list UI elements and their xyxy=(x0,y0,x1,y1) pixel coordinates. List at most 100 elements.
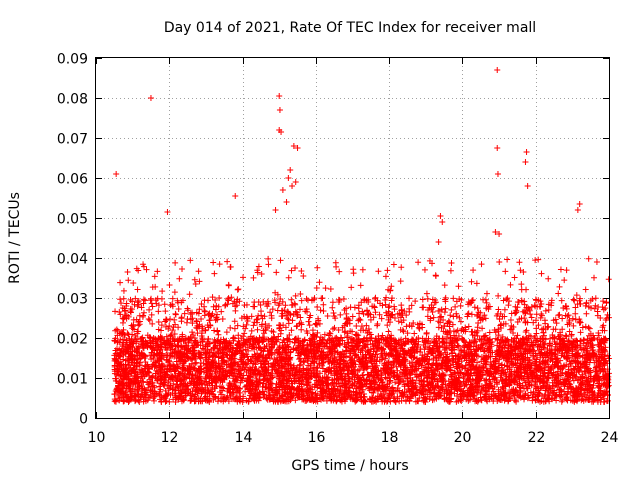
data-point xyxy=(572,304,579,311)
data-point xyxy=(193,359,200,366)
y-tick-label: 0.09 xyxy=(57,52,88,68)
data-point xyxy=(442,305,449,312)
data-point xyxy=(528,314,535,321)
data-point xyxy=(121,398,128,405)
data-point xyxy=(406,305,413,312)
data-point xyxy=(261,392,268,399)
data-point xyxy=(176,275,183,282)
data-point xyxy=(195,268,202,275)
data-point xyxy=(117,296,124,303)
data-point xyxy=(445,318,452,325)
data-point xyxy=(138,394,145,401)
data-point xyxy=(151,273,158,280)
data-point xyxy=(206,380,213,387)
data-point xyxy=(429,309,436,316)
data-point xyxy=(329,299,336,306)
data-point xyxy=(136,321,143,328)
data-point xyxy=(263,395,270,402)
data-point xyxy=(316,370,323,377)
data-point xyxy=(474,313,481,320)
data-point xyxy=(248,343,255,350)
data-point xyxy=(419,296,426,303)
data-point xyxy=(557,266,564,273)
data-point xyxy=(191,379,198,386)
data-point xyxy=(537,335,544,342)
data-point xyxy=(318,340,325,347)
data-point xyxy=(116,372,123,379)
data-point xyxy=(373,372,380,379)
data-point xyxy=(277,295,284,302)
data-point xyxy=(518,286,525,293)
data-point xyxy=(306,314,313,321)
data-point xyxy=(207,313,214,320)
data-point xyxy=(159,288,166,295)
data-point xyxy=(327,330,334,337)
data-point xyxy=(383,309,390,316)
data-point xyxy=(135,267,142,274)
data-point xyxy=(596,383,603,390)
data-point xyxy=(128,388,135,395)
data-point xyxy=(284,315,291,322)
data-point xyxy=(153,367,160,374)
data-point xyxy=(398,302,405,309)
data-point xyxy=(368,380,375,387)
y-tick-label: 0.04 xyxy=(57,252,88,268)
data-point xyxy=(191,276,198,283)
data-point xyxy=(558,297,565,304)
data-point xyxy=(155,319,162,326)
data-point xyxy=(511,338,518,345)
data-point xyxy=(362,351,369,358)
data-point xyxy=(170,380,177,387)
data-point xyxy=(504,363,511,370)
data-point xyxy=(457,370,464,377)
data-point xyxy=(452,303,459,310)
data-point xyxy=(208,386,215,393)
data-point xyxy=(245,347,252,354)
data-point xyxy=(469,296,476,303)
data-point xyxy=(419,335,426,342)
data-point xyxy=(600,298,607,305)
data-point xyxy=(225,295,232,302)
data-point xyxy=(587,340,594,347)
data-point xyxy=(385,304,392,311)
data-point xyxy=(316,361,323,368)
data-point xyxy=(286,331,293,338)
data-point xyxy=(162,377,169,384)
data-point xyxy=(288,296,295,303)
data-point xyxy=(329,304,336,311)
data-point xyxy=(356,316,363,323)
data-point xyxy=(254,350,261,357)
data-point xyxy=(385,394,392,401)
data-point xyxy=(311,349,318,356)
data-point xyxy=(205,324,212,331)
data-point xyxy=(582,286,589,293)
data-point xyxy=(186,291,193,298)
y-tick-label: 0.07 xyxy=(57,132,88,148)
data-point xyxy=(362,327,369,334)
data-point xyxy=(423,290,430,297)
data-point xyxy=(139,369,146,376)
y-tick-label: 0.06 xyxy=(57,172,88,188)
data-point xyxy=(228,294,235,301)
data-point xyxy=(161,301,168,308)
data-point xyxy=(496,258,503,265)
data-point xyxy=(393,355,400,362)
data-point xyxy=(143,339,150,346)
data-point xyxy=(483,299,490,306)
data-point xyxy=(521,315,528,322)
data-point xyxy=(592,295,599,302)
y-tick-label: 0.05 xyxy=(57,212,88,228)
data-point xyxy=(312,321,319,328)
data-point xyxy=(577,319,584,326)
data-point xyxy=(470,267,477,274)
data-point xyxy=(118,300,125,307)
data-point xyxy=(295,368,302,375)
data-point xyxy=(483,290,490,297)
data-point xyxy=(267,382,274,389)
data-point xyxy=(425,335,432,342)
data-point xyxy=(265,255,272,262)
data-point xyxy=(146,380,153,387)
data-point xyxy=(386,311,393,318)
data-point xyxy=(211,358,218,365)
data-point xyxy=(398,264,405,271)
